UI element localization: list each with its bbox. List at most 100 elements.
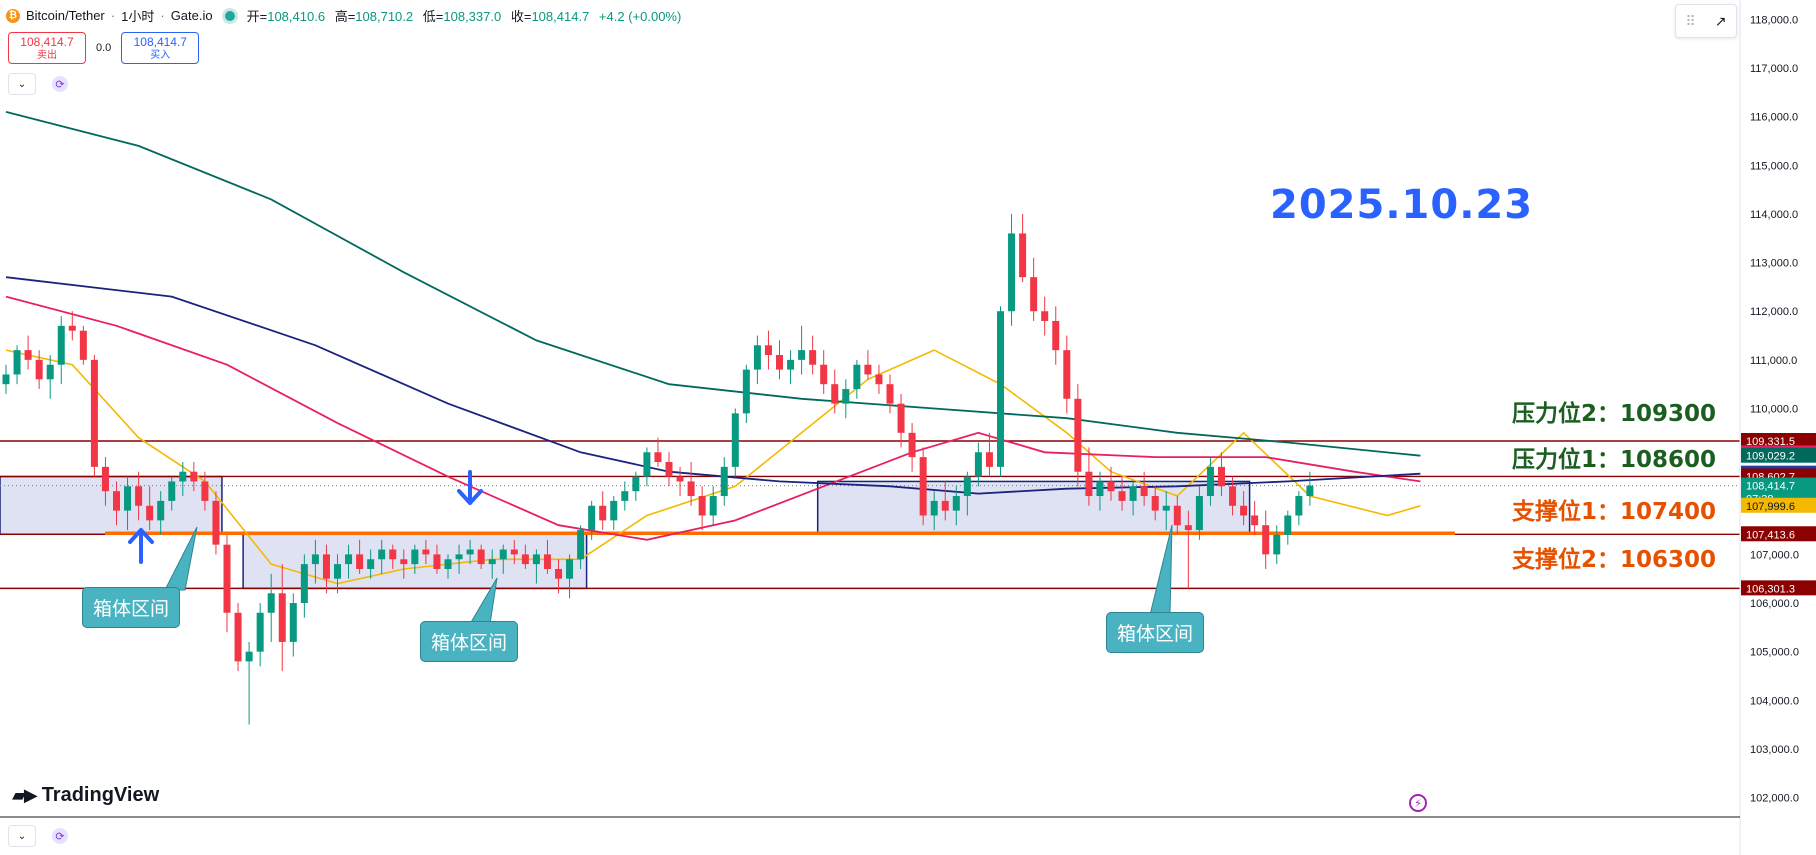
candle (1284, 510, 1292, 545)
candle-body (400, 559, 408, 565)
candle-body (621, 491, 629, 501)
candle-body (665, 461, 673, 477)
price-tick-label: 118,000.0 (1750, 14, 1798, 26)
candle-body (223, 544, 231, 613)
candle (599, 491, 607, 531)
buy-button[interactable]: 108,414.7 买入 (121, 32, 200, 64)
lightning-icon[interactable]: ⚡ (1409, 794, 1427, 812)
candle-body (588, 505, 596, 531)
candle-body (389, 549, 397, 560)
candle-body (963, 476, 971, 497)
candle (521, 544, 529, 569)
price-tag: 107,413.6 (1741, 526, 1816, 542)
drawing-toolbar: ⠿ ↗ (1675, 4, 1737, 38)
candle (643, 447, 651, 487)
price-tick-label: 102,000.0 (1750, 793, 1799, 805)
candle (665, 452, 673, 487)
candle-body (555, 568, 562, 579)
candle (864, 350, 872, 380)
candle-body (952, 496, 960, 511)
candle (1085, 447, 1093, 506)
symbol-name[interactable]: Bitcoin/Tether (26, 8, 105, 23)
candle (886, 374, 894, 414)
candle-body (510, 549, 518, 555)
price-tag-label: 107,999.6 (1746, 501, 1795, 513)
candle (919, 447, 927, 526)
candle-body (168, 481, 176, 501)
candle (334, 554, 341, 594)
candle-body (997, 311, 1004, 467)
candle-body (35, 359, 43, 380)
candle (753, 335, 761, 385)
sell-button[interactable]: 108,414.7 卖出 (8, 32, 86, 64)
candle (742, 364, 750, 424)
candle-body (334, 564, 341, 579)
drag-handle-icon[interactable]: ⠿ (1685, 12, 1696, 29)
candle (1118, 476, 1126, 511)
candle-body (267, 593, 275, 613)
candle (234, 603, 242, 672)
sync-icon[interactable]: ⟳ (52, 76, 68, 92)
candle-body (1273, 534, 1281, 555)
resistance-1-label: 压力位1：108600 (1511, 447, 1716, 473)
candle (1184, 510, 1192, 589)
candle (46, 355, 54, 399)
candle (289, 593, 297, 657)
candle (543, 539, 551, 574)
candle (1195, 486, 1203, 540)
candle-body (676, 476, 684, 482)
candle (566, 554, 574, 599)
top-controls: ⌄ ⟳ (8, 73, 68, 95)
sync-icon[interactable]: ⟳ (52, 828, 68, 844)
candle (201, 471, 209, 511)
candle (764, 330, 772, 370)
ma-line-1 (5, 349, 1421, 585)
trend-line-icon[interactable]: ↗ (1714, 12, 1727, 29)
candle-body (234, 612, 242, 662)
candle (709, 486, 717, 526)
collapse-chevron-icon[interactable]: ⌄ (8, 825, 36, 847)
candle (577, 525, 585, 569)
ma-line-4 (5, 111, 1421, 457)
box-callout-1: 箱体区间 (82, 587, 181, 628)
candle (1240, 491, 1248, 526)
candle (1229, 476, 1237, 516)
candle (1140, 471, 1148, 506)
candle-body (709, 496, 717, 516)
candle-body (190, 471, 198, 482)
price-tag-bg (1741, 447, 1816, 463)
candle (621, 481, 629, 511)
candle (532, 549, 540, 584)
callout-tail-3 (1149, 524, 1173, 616)
candle (809, 335, 817, 375)
candle-body (798, 350, 806, 360)
trade-buttons: 108,414.7 卖出 0.0 108,414.7 买入 (8, 32, 200, 64)
candle-body (776, 355, 783, 370)
arrow-annotations (128, 470, 483, 564)
chart-header: ₿ Bitcoin/Tether · 1小时 · Gate.io 开=108,4… (6, 6, 681, 25)
candle (588, 500, 596, 540)
candle-body (864, 364, 872, 375)
interval[interactable]: 1小时 (121, 9, 155, 24)
candle (1151, 486, 1159, 521)
candle-body (422, 549, 430, 555)
candle (378, 539, 386, 574)
tradingview-logo[interactable]: ▰▶ TradingView (12, 784, 160, 806)
ohlc-readout: 开=108,410.6 高=108,710.2 低=108,337.0 收=10… (246, 9, 682, 24)
callout-tail-1 (164, 526, 198, 591)
candle (1251, 500, 1259, 535)
candle (422, 539, 430, 565)
collapse-chevron-icon[interactable]: ⌄ (8, 73, 36, 95)
box-callout-2: 箱体区间 (420, 621, 519, 662)
candle-body (831, 384, 839, 404)
candle (997, 306, 1004, 477)
candle (654, 437, 662, 467)
candle-body (101, 466, 109, 492)
candle-body (256, 612, 264, 652)
resistance-2-label: 压力位2：109300 (1511, 401, 1716, 427)
candle (278, 564, 286, 672)
candle (1306, 471, 1314, 506)
candle (212, 491, 220, 555)
date-annotation: 2025.10.23 (1270, 182, 1534, 228)
